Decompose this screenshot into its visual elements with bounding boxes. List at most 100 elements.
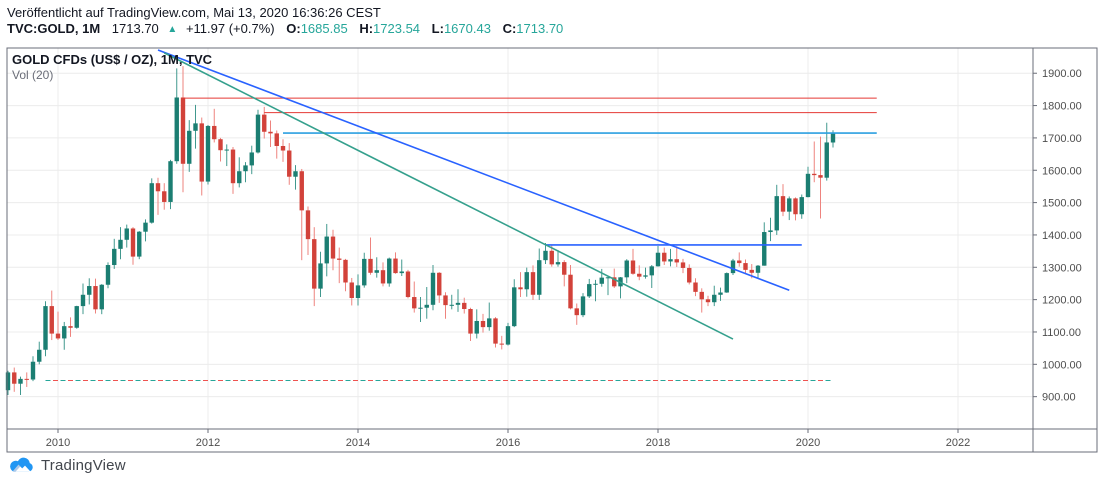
candle-body: [305, 210, 311, 240]
candle-body: [543, 250, 548, 261]
tradingview-logo[interactable]: TradingView: [8, 456, 126, 475]
candle-body: [649, 266, 654, 276]
time-tick-label: 2012: [196, 437, 220, 449]
candle-body: [18, 378, 23, 384]
volume-indicator-label: Vol (20): [12, 68, 54, 82]
candle-body: [712, 294, 717, 303]
symbol-status-row: TVC:GOLD, 1M 1713.70 ▲ +11.97 (+0.7%) O:…: [7, 21, 563, 36]
candle-body: [105, 265, 111, 285]
price-tick-label: 1700.00: [1042, 133, 1082, 145]
candle-body: [730, 260, 736, 274]
price-tick-label: 1600.00: [1042, 165, 1082, 177]
candle-body: [755, 265, 761, 273]
candle-body: [568, 274, 573, 309]
candle-body: [612, 277, 617, 287]
downtrend-line-green[interactable]: [163, 52, 734, 340]
candle-body: [149, 183, 154, 223]
candle-body: [143, 222, 148, 232]
candle-body: [337, 258, 342, 260]
chart-legend-title: GOLD CFDs (US$ / OZ), 1M, TVC: [12, 52, 213, 67]
candle-body: [505, 326, 511, 345]
candle-body: [87, 286, 92, 295]
tradingview-cloud-icon: [10, 457, 33, 472]
chart-frame: [6, 47, 1098, 453]
high-label: H:: [359, 21, 374, 36]
candle-body: [68, 326, 73, 328]
price-tick-label: 1300.00: [1042, 262, 1082, 274]
price-tick-label: 1000.00: [1042, 359, 1082, 371]
candle-body: [493, 318, 498, 344]
candle-body: [80, 294, 86, 307]
candle-body: [62, 326, 67, 339]
price-tick-label: 1900.00: [1042, 68, 1082, 80]
price-tick-label: 1100.00: [1042, 327, 1081, 339]
candle-body: [593, 283, 598, 285]
candle-body: [262, 114, 267, 132]
candle-body: [743, 263, 748, 270]
candle-body: [124, 228, 129, 240]
candle-body: [155, 183, 161, 192]
candle-body: [355, 285, 361, 299]
candle-body: [287, 150, 292, 177]
time-tick-label: 2014: [346, 437, 370, 449]
tradingview-logo-text: TradingView: [41, 457, 126, 474]
price-tick-label: 1400.00: [1042, 230, 1082, 242]
time-tick-label: 2010: [46, 437, 70, 449]
candle-body: [130, 228, 136, 257]
low-value: 1670.43: [443, 21, 491, 36]
open-value: 1685.85: [300, 21, 348, 36]
last-price: 1713.70: [111, 21, 159, 36]
candle-body: [162, 191, 167, 202]
candle-body: [55, 333, 61, 339]
candle-body: [668, 259, 673, 262]
candle-body: [12, 372, 17, 384]
candle-body: [780, 196, 786, 212]
candle-body: [643, 275, 648, 277]
price-change: +11.97 (+0.7%): [185, 21, 275, 36]
candle-body: [499, 343, 504, 345]
price-tick-label: 1500.00: [1042, 198, 1082, 210]
candle-body: [530, 272, 536, 295]
candle-body: [768, 230, 773, 233]
candle-body: [655, 252, 661, 267]
candle-body: [574, 308, 579, 316]
price-tick-label: 1200.00: [1042, 295, 1082, 307]
candle-body: [518, 287, 523, 290]
candle-body: [762, 232, 767, 266]
price-tick-label: 1800.00: [1042, 101, 1082, 113]
candle-body: [368, 258, 373, 273]
close-label: C:: [502, 21, 517, 36]
candle-body: [699, 291, 704, 300]
candle-body: [74, 306, 79, 328]
candle-body: [5, 372, 11, 391]
candle-body: [705, 299, 711, 303]
candle-body: [99, 284, 104, 310]
candle-body: [324, 236, 329, 264]
downtrend-line-blue[interactable]: [157, 49, 790, 291]
candle-body: [205, 125, 211, 182]
price-tick-label: 900.00: [1042, 392, 1076, 404]
published-caption: Veröffentlicht auf TradingView.com, Mai …: [7, 5, 381, 20]
candle-body: [818, 175, 823, 178]
candle-body: [637, 273, 642, 277]
candle-body: [812, 173, 817, 176]
candle-body: [268, 131, 273, 134]
candle-body: [380, 270, 386, 284]
candle-body: [524, 272, 529, 290]
candle-body: [537, 260, 542, 295]
candle-body: [549, 250, 554, 265]
candle-body: [393, 258, 398, 274]
candle-body: [405, 271, 411, 298]
candle-body: [274, 133, 279, 146]
candle-body: [630, 260, 636, 274]
candle-body: [680, 262, 686, 268]
candle-body: [318, 263, 323, 289]
candle-body: [249, 152, 254, 166]
candle-body: [24, 378, 29, 380]
time-tick-label: 2016: [496, 437, 520, 449]
candle-body: [662, 252, 667, 262]
candle-body: [137, 231, 142, 257]
candle-body: [674, 259, 679, 263]
